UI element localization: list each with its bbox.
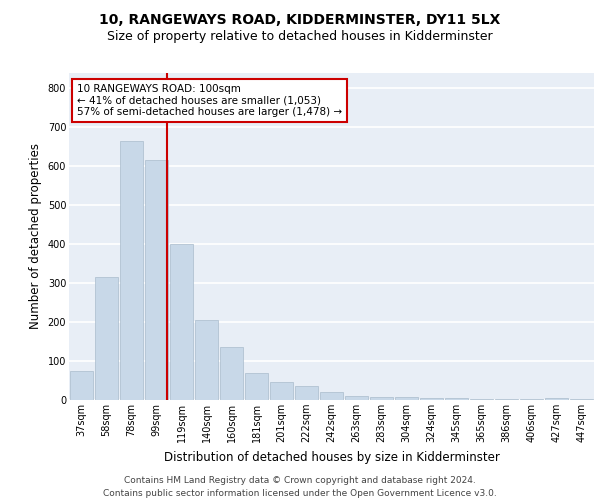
Text: 10, RANGEWAYS ROAD, KIDDERMINSTER, DY11 5LX: 10, RANGEWAYS ROAD, KIDDERMINSTER, DY11 …: [100, 12, 500, 26]
Bar: [470, 399, 493, 400]
Bar: [520, 399, 543, 400]
Bar: [395, 397, 418, 400]
Y-axis label: Number of detached properties: Number of detached properties: [29, 143, 42, 329]
Bar: [120, 140, 143, 400]
Bar: [70, 371, 93, 400]
Text: Size of property relative to detached houses in Kidderminster: Size of property relative to detached ho…: [107, 30, 493, 43]
Bar: [420, 398, 443, 400]
Bar: [545, 398, 568, 400]
Bar: [170, 244, 193, 400]
Bar: [195, 320, 218, 400]
Text: Contains HM Land Registry data © Crown copyright and database right 2024.
Contai: Contains HM Land Registry data © Crown c…: [103, 476, 497, 498]
Bar: [445, 398, 468, 400]
Bar: [95, 277, 118, 400]
Bar: [145, 160, 168, 400]
Bar: [295, 386, 318, 400]
Bar: [495, 399, 518, 400]
X-axis label: Distribution of detached houses by size in Kidderminster: Distribution of detached houses by size …: [164, 450, 499, 464]
Bar: [370, 397, 393, 400]
Text: 10 RANGEWAYS ROAD: 100sqm
← 41% of detached houses are smaller (1,053)
57% of se: 10 RANGEWAYS ROAD: 100sqm ← 41% of detac…: [77, 84, 342, 117]
Bar: [320, 392, 343, 400]
Bar: [245, 372, 268, 400]
Bar: [570, 399, 593, 400]
Bar: [270, 382, 293, 400]
Bar: [345, 396, 368, 400]
Bar: [220, 348, 243, 400]
